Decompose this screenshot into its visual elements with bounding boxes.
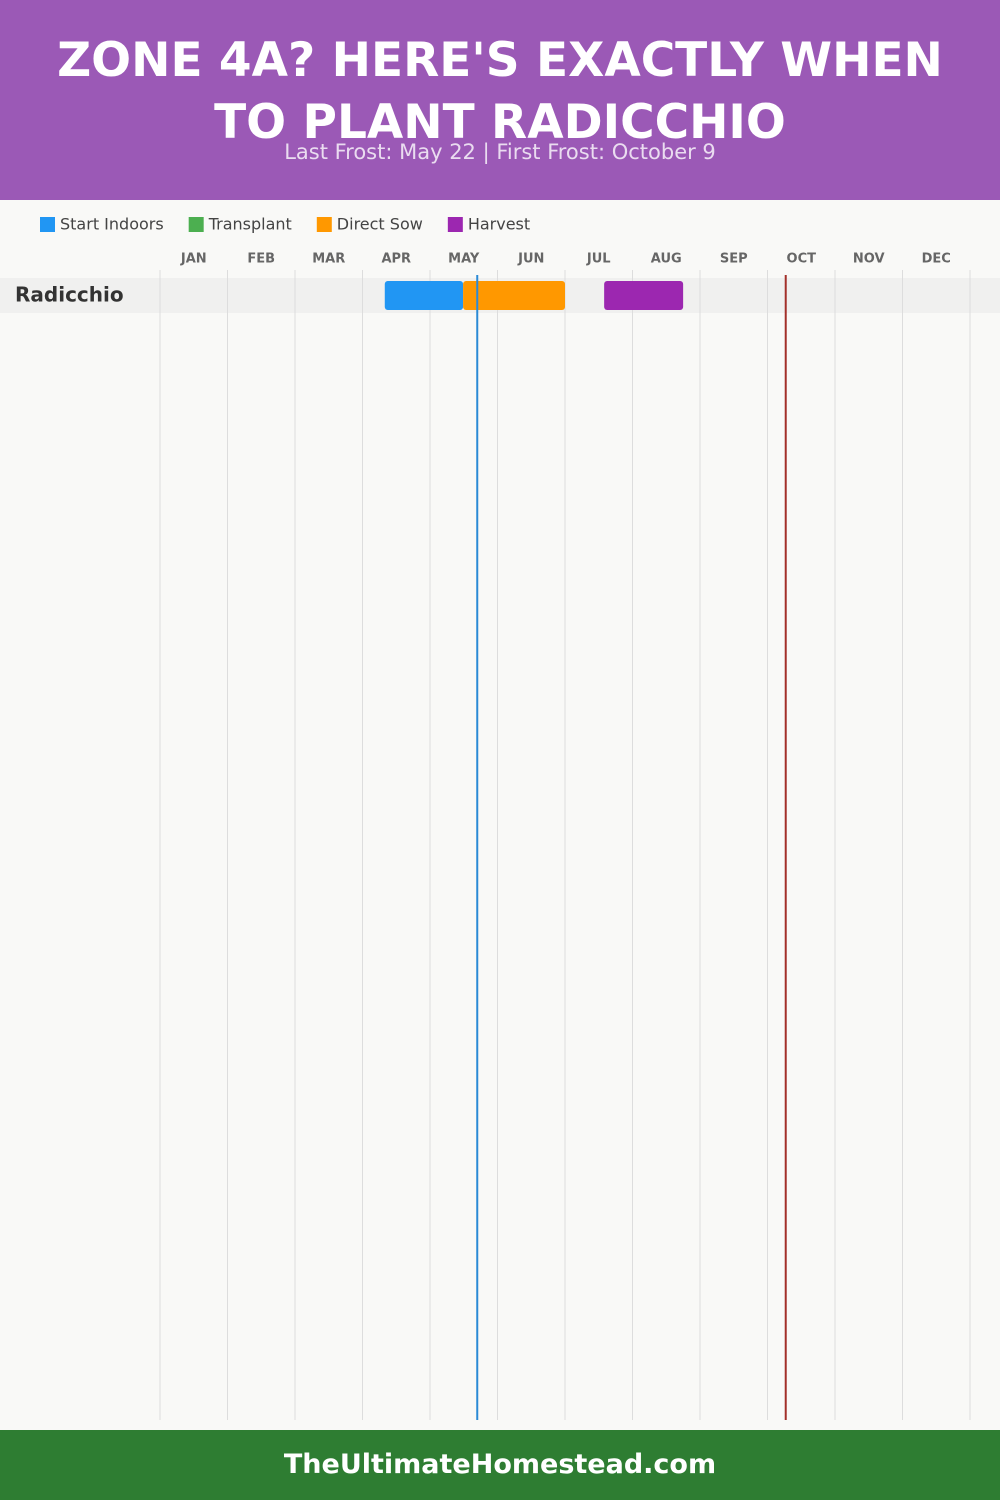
chart: Start Indoors Transplant Direct Sow Harvest… bbox=[0, 215, 1000, 1420]
month-label: DEC bbox=[922, 252, 951, 267]
month-label: OCT bbox=[787, 252, 817, 267]
subtitle: Last Frost: May 22 | First Frost: Octobe… bbox=[284, 140, 716, 164]
month-label: FEB bbox=[247, 252, 275, 267]
row-label: Radicchio bbox=[15, 283, 124, 307]
month-label: JUN bbox=[517, 252, 544, 267]
legend-swatch bbox=[316, 217, 332, 232]
header: ZONE 4A? HERE'S EXACTLY WHEN TO PLANT RA… bbox=[0, 0, 1000, 200]
legend-label: Direct Sow bbox=[337, 215, 423, 234]
legend-label: Harvest bbox=[468, 215, 530, 234]
bar bbox=[384, 281, 464, 310]
month-label: NOV bbox=[853, 252, 885, 267]
footer: TheUltimateHomestead.com bbox=[0, 1430, 1000, 1500]
month-label: MAR bbox=[312, 252, 345, 267]
month-label: AUG bbox=[651, 252, 682, 267]
legend-label: Start Indoors bbox=[60, 215, 164, 234]
legend-label: Transplant bbox=[208, 215, 292, 234]
month-label: MAY bbox=[448, 252, 480, 267]
legend-swatch bbox=[188, 217, 204, 232]
bar bbox=[604, 281, 684, 310]
month-label: SEP bbox=[720, 252, 748, 267]
legend-swatch bbox=[447, 217, 463, 232]
legend-swatch bbox=[40, 217, 55, 232]
title: ZONE 4A? HERE'S EXACTLY WHEN TO PLANT RA… bbox=[57, 33, 943, 150]
month-label: APR bbox=[381, 252, 411, 267]
month-label: JUL bbox=[586, 252, 611, 267]
bar bbox=[463, 281, 565, 310]
month-label: JAN bbox=[180, 252, 207, 267]
